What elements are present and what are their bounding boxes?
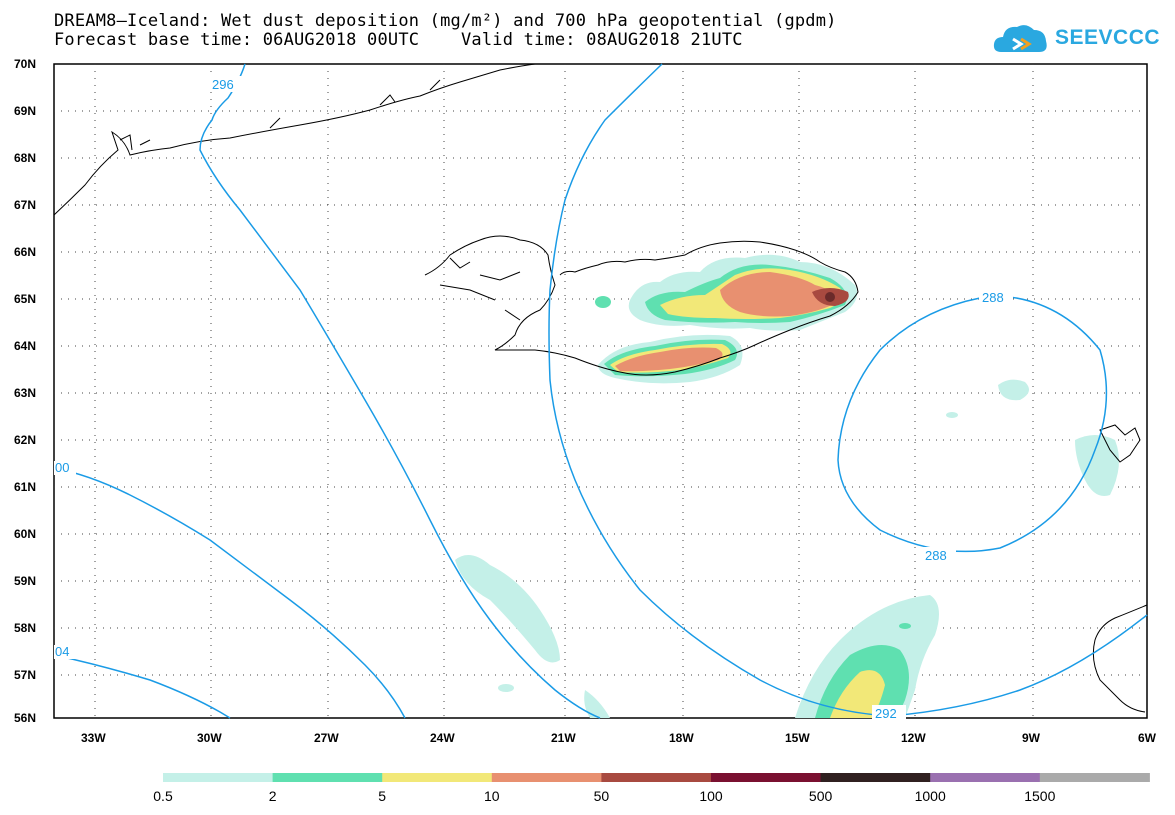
contour-296 <box>199 63 601 719</box>
contour-label-300: 00 <box>55 460 69 475</box>
cloud-logo-icon <box>993 25 1047 52</box>
lon-label: 27W <box>314 731 339 745</box>
map-title-line1: DREAM8–Iceland: Wet dust deposition (mg/… <box>54 11 837 31</box>
lat-label: 70N <box>14 57 36 71</box>
colorbar-label: 50 <box>594 788 610 804</box>
colorbar-swatch <box>711 773 822 782</box>
colorbar-swatch <box>820 773 931 782</box>
colorbar-label: 10 <box>484 788 500 804</box>
lat-label: 68N <box>14 151 36 165</box>
contour-labels: 296 288 288 292 00 04 <box>54 76 1013 721</box>
lon-label: 12W <box>901 731 926 745</box>
colorbar-label: 100 <box>699 788 723 804</box>
contour-304 <box>53 654 231 719</box>
longitude-labels: 33W 30W 27W 24W 21W 18W 15W 12W 9W 6W <box>81 731 1157 745</box>
latitude-labels: 70N 69N 68N 67N 66N 65N 64N 63N 62N 61N … <box>14 57 36 725</box>
colorbar-label: 2 <box>269 788 277 804</box>
colorbar-swatch <box>930 773 1041 782</box>
coastlines <box>53 63 1148 713</box>
lon-label: 33W <box>81 731 106 745</box>
lon-label: 30W <box>197 731 222 745</box>
lat-label: 64N <box>14 339 36 353</box>
lat-label: 59N <box>14 574 36 588</box>
contour-label-296: 296 <box>212 77 234 92</box>
colorbar-swatch <box>1039 773 1150 782</box>
contour-292 <box>548 63 1148 717</box>
colorbar-label: 1000 <box>915 788 946 804</box>
lon-label: 15W <box>785 731 810 745</box>
lat-label: 69N <box>14 104 36 118</box>
lat-label: 58N <box>14 621 36 635</box>
colorbar-label: 500 <box>809 788 833 804</box>
lat-label: 62N <box>14 433 36 447</box>
lon-label: 21W <box>551 731 576 745</box>
colorbar-swatch <box>272 773 383 782</box>
lat-label: 61N <box>14 480 36 494</box>
deposition-shading <box>455 254 1119 718</box>
seevccc-logo: SEEVCCC <box>991 18 1161 58</box>
colorbar-label: 5 <box>378 788 386 804</box>
graticule <box>54 64 1147 718</box>
contour-label-288-top: 288 <box>982 290 1004 305</box>
map-title-line2: Forecast base time: 06AUG2018 00UTC Vali… <box>54 30 743 50</box>
lat-label: 66N <box>14 245 36 259</box>
lon-label: 9W <box>1022 731 1041 745</box>
colorbar: 0.5 2 5 10 50 100 500 1000 1500 <box>153 773 1150 804</box>
lon-label: 6W <box>1138 731 1157 745</box>
colorbar-label: 0.5 <box>153 788 173 804</box>
contour-label-288-bottom: 288 <box>925 548 947 563</box>
contour-label-304: 04 <box>55 644 69 659</box>
lon-label: 18W <box>669 731 694 745</box>
lat-label: 60N <box>14 527 36 541</box>
logo-text: SEEVCCC <box>1055 26 1161 49</box>
lat-label: 65N <box>14 292 36 306</box>
lat-label: 56N <box>14 711 36 725</box>
lat-label: 57N <box>14 668 36 682</box>
lat-label: 63N <box>14 386 36 400</box>
contour-label-292: 292 <box>875 706 897 721</box>
lon-label: 24W <box>430 731 455 745</box>
lat-label: 67N <box>14 198 36 212</box>
map-frame <box>53 63 1148 719</box>
colorbar-label: 1500 <box>1024 788 1055 804</box>
colorbar-swatch <box>163 773 274 782</box>
contour-300 <box>53 467 406 719</box>
colorbar-swatch <box>382 773 493 782</box>
colorbar-swatch <box>491 773 602 782</box>
colorbar-swatch <box>601 773 712 782</box>
